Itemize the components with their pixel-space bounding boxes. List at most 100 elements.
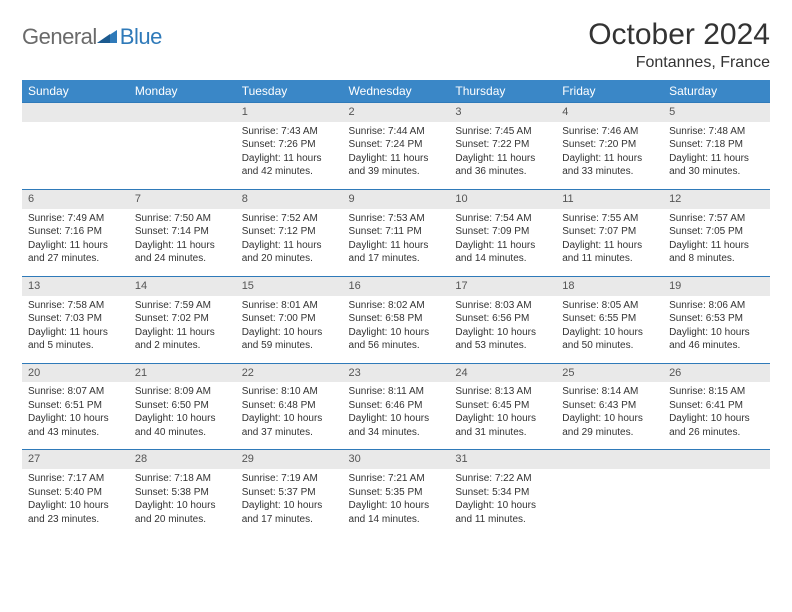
calendar-cell: 25Sunrise: 8:14 AMSunset: 6:43 PMDayligh… (556, 363, 663, 450)
daylight-line2: and 20 minutes. (242, 252, 337, 266)
sunset: Sunset: 6:50 PM (135, 399, 230, 413)
calendar-week-row: 13Sunrise: 7:58 AMSunset: 7:03 PMDayligh… (22, 276, 770, 363)
sunrise: Sunrise: 7:46 AM (562, 125, 657, 139)
day-number: 10 (449, 190, 556, 209)
sunset: Sunset: 7:26 PM (242, 138, 337, 152)
day-details: Sunrise: 8:05 AMSunset: 6:55 PMDaylight:… (556, 296, 663, 363)
daylight-line1: Daylight: 11 hours (135, 239, 230, 253)
daylight-line1: Daylight: 11 hours (242, 152, 337, 166)
weekday-header: Friday (556, 80, 663, 103)
page-title: October 2024 (588, 18, 770, 52)
day-details: Sunrise: 7:19 AMSunset: 5:37 PMDaylight:… (236, 469, 343, 536)
daylight-line2: and 59 minutes. (242, 339, 337, 353)
sunrise: Sunrise: 7:19 AM (242, 472, 337, 486)
calendar-cell: 3Sunrise: 7:45 AMSunset: 7:22 PMDaylight… (449, 103, 556, 190)
sunrise: Sunrise: 8:15 AM (669, 385, 764, 399)
daylight-line1: Daylight: 11 hours (455, 239, 550, 253)
daylight-line1: Daylight: 10 hours (669, 412, 764, 426)
sunrise: Sunrise: 7:48 AM (669, 125, 764, 139)
calendar-cell (22, 103, 129, 190)
sunset: Sunset: 6:55 PM (562, 312, 657, 326)
daylight-line1: Daylight: 10 hours (349, 326, 444, 340)
calendar-cell (129, 103, 236, 190)
sunrise: Sunrise: 7:50 AM (135, 212, 230, 226)
day-number (22, 103, 129, 122)
sunrise: Sunrise: 8:05 AM (562, 299, 657, 313)
day-number: 9 (343, 190, 450, 209)
daylight-line1: Daylight: 10 hours (455, 326, 550, 340)
day-details: Sunrise: 7:58 AMSunset: 7:03 PMDaylight:… (22, 296, 129, 363)
day-number: 12 (663, 190, 770, 209)
daylight-line2: and 8 minutes. (669, 252, 764, 266)
day-number: 18 (556, 277, 663, 296)
daylight-line1: Daylight: 10 hours (562, 326, 657, 340)
day-number: 20 (22, 364, 129, 383)
sunrise: Sunrise: 8:07 AM (28, 385, 123, 399)
daylight-line1: Daylight: 10 hours (562, 412, 657, 426)
day-details: Sunrise: 7:59 AMSunset: 7:02 PMDaylight:… (129, 296, 236, 363)
calendar-cell: 4Sunrise: 7:46 AMSunset: 7:20 PMDaylight… (556, 103, 663, 190)
day-details: Sunrise: 7:45 AMSunset: 7:22 PMDaylight:… (449, 122, 556, 189)
calendar-cell: 28Sunrise: 7:18 AMSunset: 5:38 PMDayligh… (129, 450, 236, 536)
day-number: 25 (556, 364, 663, 383)
sunrise: Sunrise: 8:14 AM (562, 385, 657, 399)
day-details (22, 122, 129, 182)
weekday-header: Thursday (449, 80, 556, 103)
day-details: Sunrise: 7:52 AMSunset: 7:12 PMDaylight:… (236, 209, 343, 276)
day-details: Sunrise: 7:48 AMSunset: 7:18 PMDaylight:… (663, 122, 770, 189)
day-number: 30 (343, 450, 450, 469)
calendar-cell: 10Sunrise: 7:54 AMSunset: 7:09 PMDayligh… (449, 189, 556, 276)
day-number: 22 (236, 364, 343, 383)
weekday-header: Monday (129, 80, 236, 103)
sunrise: Sunrise: 8:10 AM (242, 385, 337, 399)
daylight-line2: and 30 minutes. (669, 165, 764, 179)
calendar-cell: 19Sunrise: 8:06 AMSunset: 6:53 PMDayligh… (663, 276, 770, 363)
daylight-line1: Daylight: 11 hours (349, 239, 444, 253)
sunset: Sunset: 7:09 PM (455, 225, 550, 239)
day-details: Sunrise: 7:53 AMSunset: 7:11 PMDaylight:… (343, 209, 450, 276)
daylight-line2: and 36 minutes. (455, 165, 550, 179)
day-details: Sunrise: 8:06 AMSunset: 6:53 PMDaylight:… (663, 296, 770, 363)
daylight-line2: and 17 minutes. (242, 513, 337, 527)
calendar-cell: 26Sunrise: 8:15 AMSunset: 6:41 PMDayligh… (663, 363, 770, 450)
sunrise: Sunrise: 8:02 AM (349, 299, 444, 313)
sunset: Sunset: 7:18 PM (669, 138, 764, 152)
sunset: Sunset: 7:20 PM (562, 138, 657, 152)
sunrise: Sunrise: 8:11 AM (349, 385, 444, 399)
day-details (129, 122, 236, 182)
header: General Blue October 2024 Fontannes, Fra… (22, 18, 770, 72)
calendar-cell: 27Sunrise: 7:17 AMSunset: 5:40 PMDayligh… (22, 450, 129, 536)
sunrise: Sunrise: 7:21 AM (349, 472, 444, 486)
calendar-week-row: 1Sunrise: 7:43 AMSunset: 7:26 PMDaylight… (22, 103, 770, 190)
daylight-line2: and 11 minutes. (455, 513, 550, 527)
day-number: 15 (236, 277, 343, 296)
sunrise: Sunrise: 7:43 AM (242, 125, 337, 139)
day-number: 3 (449, 103, 556, 122)
calendar-cell (663, 450, 770, 536)
sunset: Sunset: 6:45 PM (455, 399, 550, 413)
daylight-line2: and 43 minutes. (28, 426, 123, 440)
sunrise: Sunrise: 7:44 AM (349, 125, 444, 139)
day-number: 11 (556, 190, 663, 209)
day-number: 14 (129, 277, 236, 296)
weekday-header: Wednesday (343, 80, 450, 103)
daylight-line1: Daylight: 11 hours (669, 239, 764, 253)
calendar-week-row: 6Sunrise: 7:49 AMSunset: 7:16 PMDaylight… (22, 189, 770, 276)
daylight-line1: Daylight: 10 hours (349, 412, 444, 426)
daylight-line2: and 26 minutes. (669, 426, 764, 440)
sunset: Sunset: 6:48 PM (242, 399, 337, 413)
day-details: Sunrise: 7:57 AMSunset: 7:05 PMDaylight:… (663, 209, 770, 276)
day-details: Sunrise: 8:15 AMSunset: 6:41 PMDaylight:… (663, 382, 770, 449)
sunset: Sunset: 7:16 PM (28, 225, 123, 239)
calendar-cell: 16Sunrise: 8:02 AMSunset: 6:58 PMDayligh… (343, 276, 450, 363)
sunset: Sunset: 5:37 PM (242, 486, 337, 500)
sunset: Sunset: 5:35 PM (349, 486, 444, 500)
daylight-line2: and 27 minutes. (28, 252, 123, 266)
day-number: 21 (129, 364, 236, 383)
daylight-line1: Daylight: 10 hours (455, 499, 550, 513)
day-details: Sunrise: 7:55 AMSunset: 7:07 PMDaylight:… (556, 209, 663, 276)
daylight-line2: and 46 minutes. (669, 339, 764, 353)
sunrise: Sunrise: 8:09 AM (135, 385, 230, 399)
daylight-line1: Daylight: 10 hours (242, 499, 337, 513)
day-details: Sunrise: 8:11 AMSunset: 6:46 PMDaylight:… (343, 382, 450, 449)
